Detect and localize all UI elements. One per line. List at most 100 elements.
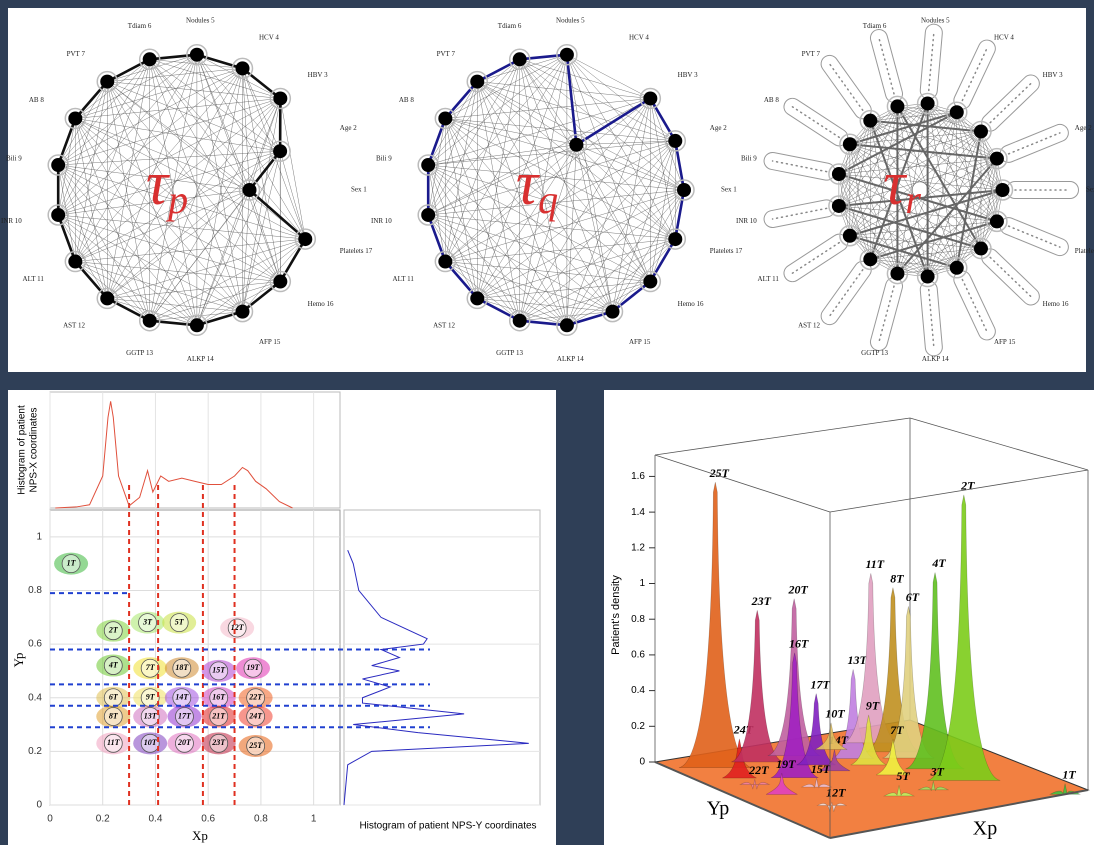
cluster-mark: [61, 554, 81, 574]
edge: [849, 144, 957, 268]
cluster-label: 11T: [107, 738, 121, 747]
edge: [980, 131, 998, 222]
edge: [838, 106, 898, 175]
node: [949, 260, 964, 275]
edge: [870, 120, 998, 159]
subscript: q: [538, 177, 558, 222]
node-label: Hemo 16: [308, 300, 334, 308]
edge: [58, 54, 198, 216]
node-ring: [64, 250, 87, 273]
peak-label: 8T: [890, 571, 904, 585]
edge: [956, 112, 982, 249]
node-ring: [639, 270, 662, 293]
edge: [427, 164, 520, 321]
edge: [149, 59, 243, 312]
edge: [428, 98, 651, 166]
edge: [870, 111, 957, 121]
edge: [477, 54, 567, 82]
edge: [477, 238, 676, 299]
network-symbol: τr: [883, 150, 921, 222]
pill-dots: [791, 241, 840, 274]
node-ring: [970, 120, 992, 143]
box-edge: [829, 469, 1089, 513]
node: [973, 124, 988, 139]
edge: [897, 248, 982, 274]
edge: [428, 98, 651, 216]
edge: [956, 112, 1003, 191]
edge: [838, 103, 928, 175]
node-ring: [231, 57, 254, 80]
edge: [249, 189, 281, 282]
peak-label: 16T: [789, 637, 809, 651]
edge: [612, 189, 685, 312]
peak: [731, 610, 784, 763]
cluster-mark: [169, 613, 189, 633]
node: [677, 183, 691, 197]
edge: [849, 106, 898, 236]
edge: [870, 112, 957, 260]
edge: [58, 98, 281, 166]
node-label: AFP 15: [259, 338, 281, 346]
peak-label: 20T: [787, 582, 808, 596]
edge: [427, 81, 478, 166]
x-tick-label: 0.4: [149, 814, 163, 825]
node-label: Nodules 5: [921, 16, 950, 24]
peak-label: 10T: [825, 706, 845, 720]
edge: [849, 131, 982, 236]
cluster-mark: [103, 656, 123, 675]
node: [273, 91, 288, 106]
node: [142, 313, 157, 328]
cluster-label: 18T: [175, 663, 189, 672]
node-ring: [565, 133, 588, 156]
y-tick-label: 0.6: [28, 639, 42, 650]
node-label: Hemo 16: [1043, 300, 1069, 308]
edge: [849, 144, 998, 222]
node: [100, 291, 115, 306]
peak: [818, 749, 851, 772]
node-ring: [673, 179, 695, 201]
edge: [519, 59, 676, 142]
peak: [884, 785, 915, 797]
cluster-label: 6T: [109, 693, 119, 702]
x-axis-label: Xp: [973, 818, 997, 840]
box-edge: [654, 454, 831, 513]
node-label: AB 8: [29, 96, 44, 104]
edge: [445, 238, 676, 262]
edge: [445, 54, 568, 262]
edge: [519, 311, 613, 321]
node-label: Platelets 17: [710, 247, 743, 255]
edge: [107, 81, 198, 326]
edge: [75, 261, 198, 326]
peak-label: 22T: [748, 763, 769, 777]
node-ring: [417, 154, 439, 176]
edge: [428, 140, 676, 216]
edge: [519, 140, 676, 321]
cluster-mark: [246, 707, 266, 726]
node-label: Platelets 17: [1075, 247, 1094, 255]
y-tick-label: 1.6: [631, 471, 645, 482]
peak: [796, 693, 836, 766]
y-tick-label: 0.6: [631, 650, 645, 661]
x-tick-label: 1: [311, 814, 317, 825]
edge: [650, 140, 676, 282]
edge: [838, 205, 898, 274]
hist-y-label: Histogram of patient NPS-Y coordinates: [359, 821, 536, 832]
node-ring: [269, 270, 292, 293]
cluster-label: 17T: [178, 711, 192, 720]
edge: [927, 103, 998, 159]
edge: [897, 106, 1003, 191]
node-ring: [186, 314, 208, 337]
edge: [75, 150, 281, 262]
edge: [57, 81, 108, 216]
edge: [280, 98, 306, 240]
node: [863, 252, 878, 267]
edge: [445, 81, 478, 262]
node-ring: [47, 204, 69, 226]
edge: [428, 164, 685, 191]
cluster-mark: [140, 658, 160, 678]
cluster-mark: [140, 707, 160, 726]
edge: [566, 54, 651, 282]
edge: [149, 59, 243, 69]
edge: [427, 59, 520, 216]
node-ring: [828, 195, 850, 217]
